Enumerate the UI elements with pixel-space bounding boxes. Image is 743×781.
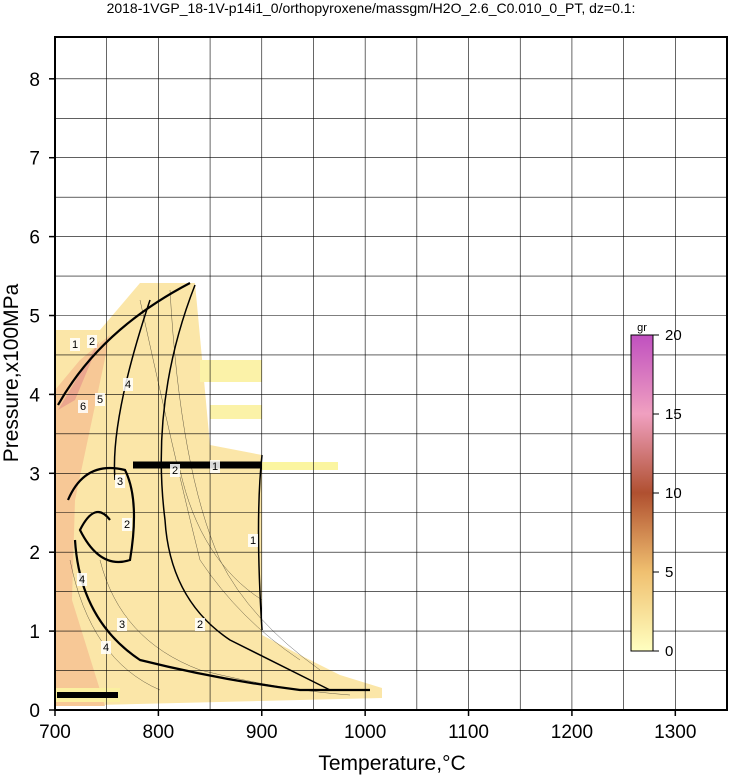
field-region bbox=[200, 360, 262, 382]
contour-label: 4 bbox=[79, 574, 85, 586]
contour-label-bg bbox=[123, 378, 133, 391]
chart-title: 2018-1VGP_18-1V-p14i1_0/orthopyroxene/ma… bbox=[107, 0, 636, 16]
y-tick-label: 8 bbox=[29, 70, 40, 91]
contour-label-bg bbox=[70, 338, 80, 351]
field-region bbox=[262, 462, 338, 470]
contour-label: 3 bbox=[119, 619, 125, 631]
contour-label: 4 bbox=[103, 642, 109, 654]
contour-label: 2 bbox=[124, 519, 130, 531]
contour-line bbox=[169, 289, 321, 671]
y-tick-label: 6 bbox=[29, 228, 40, 249]
field-region bbox=[55, 283, 382, 710]
contour-line bbox=[57, 282, 191, 406]
x-tick-label: 800 bbox=[143, 722, 175, 743]
y-tick-label: 0 bbox=[29, 701, 40, 722]
contour-label-bg bbox=[248, 534, 258, 547]
y-tick-label: 2 bbox=[29, 543, 40, 564]
contour-label: 3 bbox=[117, 476, 123, 488]
contour-label: 2 bbox=[172, 465, 178, 477]
contour-label-bg bbox=[195, 618, 205, 631]
contour-label: 2 bbox=[89, 336, 95, 348]
contour-label: 4 bbox=[125, 379, 131, 391]
field-region bbox=[210, 405, 262, 419]
colorbar-label: gr bbox=[637, 322, 647, 334]
colorbar-tick-label: 20 bbox=[665, 327, 682, 344]
colorbar-tick-label: 10 bbox=[665, 485, 682, 502]
x-tick-label: 1200 bbox=[551, 722, 593, 743]
colorbar bbox=[630, 334, 654, 652]
contour-label: 2 bbox=[197, 619, 203, 631]
contour-line bbox=[113, 299, 151, 481]
contour-label-bg bbox=[210, 460, 220, 473]
contour-label-bg bbox=[101, 641, 111, 654]
field-region bbox=[55, 335, 110, 706]
contour-line bbox=[160, 284, 331, 691]
contour-label: 1 bbox=[212, 461, 218, 473]
contour-line bbox=[179, 469, 263, 601]
plot-frame bbox=[54, 36, 728, 711]
contour-label-bg bbox=[77, 573, 87, 586]
contour-label-bg bbox=[122, 518, 132, 531]
y-tick-label: 1 bbox=[29, 622, 40, 643]
contour-label-bg bbox=[78, 400, 88, 413]
contour-label: 1 bbox=[250, 535, 256, 547]
y-tick-label: 7 bbox=[29, 149, 40, 170]
x-tick-label: 1100 bbox=[448, 722, 489, 743]
y-tick-label: 3 bbox=[29, 464, 40, 485]
contour-line bbox=[66, 466, 136, 564]
contour-line bbox=[139, 299, 301, 661]
contour-label: 6 bbox=[80, 401, 86, 413]
x-tick-label: 1300 bbox=[654, 722, 696, 743]
contour-line bbox=[99, 559, 351, 696]
y-axis-label: Pressure,x100MPa bbox=[0, 283, 23, 462]
contour-line bbox=[257, 454, 263, 631]
x-axis-label: Temperature,°C bbox=[318, 752, 465, 775]
contour-label: 1 bbox=[72, 339, 78, 351]
contour-field bbox=[55, 282, 382, 710]
contour-label: 5 bbox=[97, 394, 103, 406]
contour-label-bg bbox=[115, 475, 125, 488]
colorbar-tick-label: 0 bbox=[665, 643, 673, 660]
contour-label-bg bbox=[95, 393, 105, 406]
y-tick-label: 5 bbox=[29, 307, 40, 328]
contour-label-bg bbox=[117, 618, 127, 631]
x-tick-label: 900 bbox=[246, 722, 278, 743]
contour-label-bg bbox=[87, 335, 97, 348]
grid bbox=[54, 37, 727, 711]
y-tick-label: 4 bbox=[29, 385, 40, 406]
x-tick-label: 700 bbox=[39, 722, 71, 743]
colorbar-tick-label: 5 bbox=[665, 564, 673, 581]
x-tick-label: 1000 bbox=[344, 722, 386, 743]
contour-label-bg bbox=[170, 464, 180, 477]
contour-line bbox=[73, 539, 370, 692]
field-region bbox=[58, 340, 100, 410]
colorbar-tick-label: 15 bbox=[665, 406, 682, 423]
